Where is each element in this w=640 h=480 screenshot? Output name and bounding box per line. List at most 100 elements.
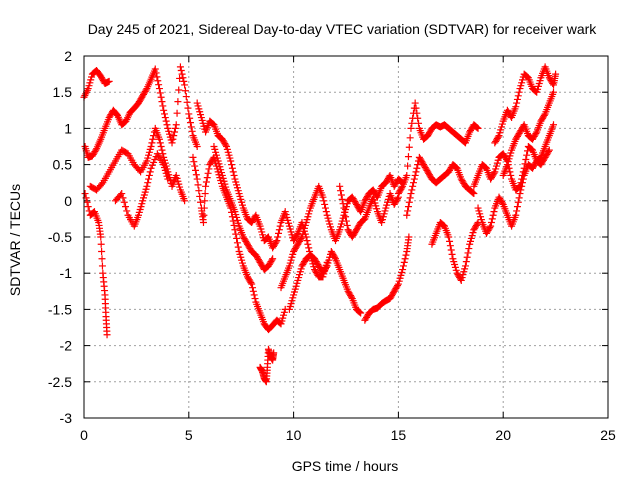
data-point xyxy=(338,195,346,203)
data-points xyxy=(80,63,560,386)
data-point xyxy=(343,221,351,229)
data-point xyxy=(187,123,195,131)
data-point xyxy=(184,104,192,112)
data-point xyxy=(156,139,164,147)
data-point xyxy=(146,168,154,176)
data-point xyxy=(188,127,196,135)
data-point xyxy=(122,203,130,211)
data-point xyxy=(515,194,523,202)
data-point xyxy=(513,207,521,215)
data-point xyxy=(514,198,522,206)
data-point xyxy=(320,197,328,205)
data-point xyxy=(249,284,257,292)
data-point xyxy=(498,199,506,207)
data-point xyxy=(173,109,181,117)
data-point xyxy=(400,258,408,266)
data-point xyxy=(487,222,495,230)
data-point xyxy=(185,110,193,118)
y-tick-label: -1.5 xyxy=(48,301,72,317)
data-point xyxy=(222,141,230,149)
data-point xyxy=(171,124,179,132)
data-point xyxy=(160,106,168,114)
data-point xyxy=(171,128,179,136)
data-point xyxy=(158,146,166,154)
data-point xyxy=(342,213,350,221)
data-point xyxy=(513,99,521,107)
data-point xyxy=(512,103,520,111)
data-point xyxy=(540,111,548,119)
data-point xyxy=(515,88,523,96)
data-point xyxy=(412,104,420,112)
y-tick-label: 2 xyxy=(64,48,72,64)
data-point xyxy=(275,229,283,237)
data-point xyxy=(445,233,453,241)
data-point xyxy=(251,295,259,303)
data-point xyxy=(411,171,419,179)
data-point xyxy=(447,246,455,254)
data-point xyxy=(319,193,327,201)
data-point xyxy=(202,178,210,186)
data-point xyxy=(399,266,407,274)
data-point xyxy=(227,157,235,165)
data-point xyxy=(517,179,525,187)
data-point xyxy=(550,88,558,96)
data-point xyxy=(272,238,280,246)
data-point xyxy=(200,211,208,219)
x-tick-label: 20 xyxy=(495,427,511,443)
data-point xyxy=(231,226,239,234)
data-point xyxy=(487,219,495,227)
plot-frame xyxy=(83,55,609,419)
data-point xyxy=(195,187,203,195)
y-tick-label: -3 xyxy=(60,410,73,426)
data-point xyxy=(494,133,502,141)
data-point xyxy=(98,180,106,188)
data-point xyxy=(412,168,420,176)
data-point xyxy=(404,162,412,170)
data-point xyxy=(181,81,189,89)
data-point xyxy=(399,262,407,270)
data-point xyxy=(142,86,150,94)
data-point xyxy=(229,217,237,225)
data-point xyxy=(297,234,305,242)
x-tick-label: 15 xyxy=(391,427,407,443)
data-point xyxy=(451,163,459,171)
data-point xyxy=(404,203,412,211)
data-point xyxy=(120,198,128,206)
data-point xyxy=(342,217,350,225)
data-point xyxy=(270,349,278,357)
data-point xyxy=(228,161,236,169)
data-point xyxy=(341,208,349,216)
data-point xyxy=(98,262,106,270)
data-point xyxy=(355,308,363,316)
data-point xyxy=(199,219,207,227)
data-point xyxy=(408,186,416,194)
data-point xyxy=(98,247,106,255)
data-point xyxy=(521,160,529,168)
data-point xyxy=(190,158,198,166)
data-point xyxy=(145,171,153,179)
data-point xyxy=(230,221,238,229)
data-point xyxy=(176,74,184,82)
data-point xyxy=(474,124,482,132)
data-point xyxy=(163,121,171,129)
data-point xyxy=(411,99,419,107)
data-point xyxy=(232,230,240,238)
data-point xyxy=(118,190,126,198)
data-point xyxy=(98,255,106,263)
data-point xyxy=(470,190,478,198)
data-point xyxy=(322,208,330,216)
data-point xyxy=(331,253,339,261)
data-point xyxy=(473,124,481,132)
y-tick-label: 1.5 xyxy=(53,84,73,100)
axis-ticks: 0 5 10 15 20 25 -3 -2.5 -2 -1.5 -1 -0.5 0 0.5 1 1.5 2 xyxy=(48,48,616,443)
x-tick-label: 10 xyxy=(286,427,302,443)
data-point xyxy=(197,198,205,206)
data-point xyxy=(415,119,423,127)
data-point xyxy=(305,244,313,252)
data-point xyxy=(180,77,188,85)
data-point xyxy=(321,200,329,208)
data-point xyxy=(322,263,330,271)
data-point xyxy=(468,188,476,196)
data-point xyxy=(201,197,209,205)
data-point xyxy=(149,135,157,143)
